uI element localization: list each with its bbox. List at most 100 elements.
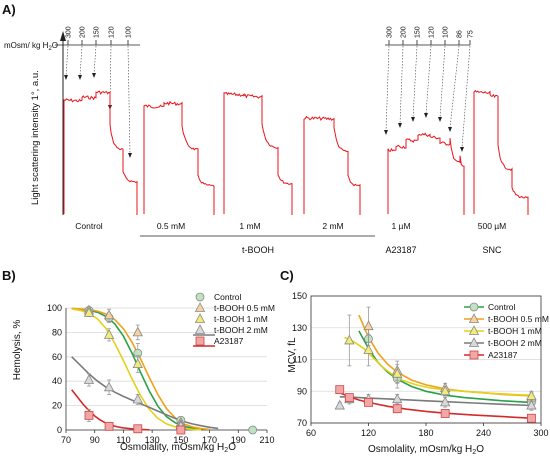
- x-tick-label: 130: [145, 435, 160, 445]
- data-point-t-booh-1-mm: [344, 334, 355, 345]
- osmolality-arrow: [127, 45, 131, 155]
- light-scattering-trace-control: [63, 90, 138, 215]
- osmolality-arrowhead: [398, 123, 402, 128]
- legend-marker-t-booh-0-5-mm: [468, 313, 480, 323]
- osmolality-arrow: [65, 45, 69, 77]
- group-label-t-booh: t-BOOH: [242, 245, 274, 255]
- data-point-a23187: [527, 413, 536, 423]
- data-point-a23187: [176, 425, 186, 435]
- panel-b-x-axis-label: Osmolality, mOsm/kg H2O: [120, 442, 236, 454]
- y-tick-label: 100: [47, 303, 62, 313]
- panel-label-c: C): [280, 268, 294, 283]
- trace-label-2-mm: 2 mM: [322, 221, 343, 231]
- osmolality-arrow: [79, 45, 83, 77]
- x-tick-label: 70: [61, 435, 71, 445]
- osmolality-tick-label: 200: [80, 26, 87, 38]
- osmolality-scale-label: mOsm/ kg H2O: [4, 41, 58, 52]
- osmolality-arrow: [385, 45, 390, 132]
- trace-label-1-mm: 1 mM: [239, 221, 260, 231]
- osmolality-arrowhead: [448, 127, 452, 132]
- osmolality-tick-label: 100: [443, 26, 450, 38]
- legend-label-t-booh-0-5-mm: t-BOOH 0.5 mM: [488, 314, 549, 324]
- trace-label-control: Control: [75, 221, 103, 231]
- osmolality-tick-label: 150: [415, 26, 422, 38]
- osmolality-arrow: [399, 45, 404, 125]
- osmolality-arrowhead: [384, 130, 388, 135]
- legend-marker-t-booh-0-5-mm: [194, 302, 206, 312]
- legend-marker-a23187: [195, 336, 205, 346]
- panel-b-hemolysis-chart: Hemolysis, % Osmolality, mOsm/kg H2O 0 20…: [12, 292, 275, 454]
- data-point-t-booh-1-mm: [103, 328, 115, 339]
- panel-label-a: A): [2, 2, 16, 17]
- osmolality-arrowhead: [424, 113, 428, 118]
- legend-label-a23187: A23187: [488, 350, 518, 360]
- data-point-a23187: [344, 393, 354, 403]
- fit-curve-control: [71, 307, 210, 431]
- y-tick-label: 150: [292, 291, 307, 301]
- data-point-t-booh-1-mm: [440, 385, 451, 396]
- y-tick-label: 40: [52, 376, 62, 386]
- data-point-t-booh-2-mm: [526, 399, 537, 410]
- data-point-t-booh-2-mm: [132, 393, 143, 404]
- legend-label-t-booh-1-mm: t-BOOH 1 mM: [214, 314, 268, 324]
- data-point-t-booh-2-mm: [83, 374, 95, 384]
- osmolality-tick-label: 86: [457, 30, 464, 38]
- group-label-snc: SNC: [482, 245, 502, 255]
- x-tick-label: 90: [90, 435, 100, 445]
- fit-curve-t-booh-2-mm: [339, 396, 532, 407]
- data-point-t-booh-2-mm: [103, 381, 115, 392]
- data-point-a23187: [440, 409, 450, 418]
- x-tick-label: 210: [259, 435, 274, 445]
- osmolality-tick-label: 300: [387, 26, 394, 38]
- osmolality-arrow: [93, 45, 97, 75]
- y-tick-label: 0: [57, 425, 62, 435]
- osmolality-tick-label: 200: [401, 26, 408, 38]
- data-point-a23187: [335, 385, 345, 395]
- data-point-a23187: [392, 404, 402, 414]
- data-point-a23187: [364, 397, 373, 407]
- y-tick-label: 60: [52, 352, 62, 362]
- legend-marker-t-booh-1-mm: [194, 313, 206, 323]
- fit-curve-t-booh-0-5-mm: [71, 307, 210, 431]
- light-scattering-trace-1-m: [387, 132, 465, 215]
- data-point-t-booh-2-mm: [392, 393, 403, 404]
- osmolality-tick-label: 120: [429, 26, 436, 38]
- data-point-control: [248, 425, 258, 435]
- legend-label-t-booh-2-mm: t-BOOH 2 mM: [214, 325, 268, 335]
- x-tick-label: 190: [231, 435, 246, 445]
- osmolality-arrow: [412, 45, 418, 119]
- legend-label-t-booh-1-mm: t-BOOH 1 mM: [488, 326, 542, 336]
- x-tick-label: 170: [202, 435, 217, 445]
- light-scattering-trace-500-m: [473, 89, 529, 215]
- data-point-t-booh-1-mm: [132, 358, 143, 369]
- y-tick-label: 70: [297, 418, 307, 428]
- legend-label-control: Control: [488, 302, 516, 312]
- fit-curve-a23187: [339, 392, 532, 419]
- osmolality-arrowhead: [92, 73, 96, 78]
- osmolality-arrow: [109, 45, 112, 107]
- y-tick-label: 130: [292, 323, 307, 333]
- osmolality-tick-label: 300: [66, 26, 73, 38]
- osmolality-arrowhead: [128, 153, 132, 158]
- trace-label-500-m: 500 µM: [478, 221, 507, 231]
- x-tick-label: 300: [533, 428, 548, 438]
- data-point-t-booh-0-5-mm: [103, 309, 115, 320]
- data-point-t-booh-1-mm: [392, 367, 403, 378]
- trace-label-1-m: 1 µM: [391, 221, 410, 231]
- osmolality-arrowhead: [78, 75, 82, 80]
- y-tick-label: 110: [293, 355, 307, 365]
- data-point-t-booh-1-mm: [83, 307, 95, 317]
- data-point-t-booh-0-5-mm: [363, 320, 374, 331]
- data-point-t-booh-1-mm: [363, 344, 374, 354]
- panel-a-traces: Light scattering intensity 1°, a.u. mOsm…: [4, 26, 529, 255]
- osmolality-arrow: [425, 45, 432, 115]
- data-point-a23187: [104, 421, 114, 431]
- osmolality-arrow: [439, 45, 446, 119]
- osmolality-arrow: [461, 45, 471, 149]
- osmolality-arrowhead: [64, 75, 68, 80]
- x-tick-label: 120: [361, 428, 376, 438]
- light-scattering-trace-1-mm: [223, 91, 293, 215]
- panel-a-y-axis-arrow: [60, 31, 66, 41]
- x-tick-label: 110: [116, 435, 130, 445]
